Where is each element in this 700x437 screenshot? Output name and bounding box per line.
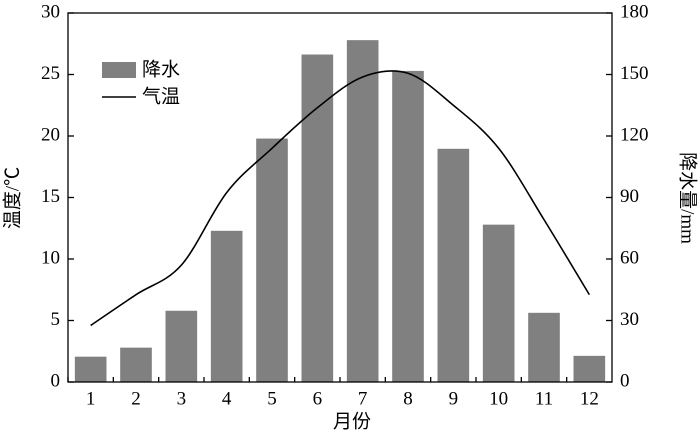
y-tick-label: 15 <box>41 186 60 207</box>
bar <box>300 53 335 383</box>
y-tick-label: 5 <box>51 309 61 330</box>
bar <box>527 311 561 383</box>
bar <box>481 223 516 383</box>
x-tick-label: 6 <box>313 388 323 409</box>
line <box>90 70 591 327</box>
x-axis-label: 月份 <box>333 410 371 432</box>
x-tick-label: 2 <box>131 388 141 409</box>
bar <box>345 39 380 383</box>
bar <box>391 69 425 383</box>
bar <box>436 147 471 383</box>
y-tick-label: 25 <box>41 63 60 84</box>
x-tick-label: 1 <box>86 388 96 409</box>
x-tick-label: 5 <box>267 388 277 409</box>
bar <box>209 229 244 383</box>
y2-axis-label: 降水量/mm <box>677 152 699 244</box>
bar <box>73 355 108 383</box>
bar <box>164 309 199 383</box>
y-tick-label: 0 <box>51 370 61 391</box>
bar <box>255 137 289 383</box>
legend-label: 气温 <box>142 86 180 108</box>
x-tick-label: 11 <box>535 388 553 409</box>
legend-label: 降水 <box>142 59 180 81</box>
y2-tick-label: 180 <box>620 1 649 22</box>
x-tick-label: 3 <box>177 388 187 409</box>
bar <box>119 346 153 383</box>
bar <box>572 354 607 383</box>
legend-swatch <box>102 62 136 78</box>
x-tick-label: 10 <box>489 388 508 409</box>
x-tick-label: 12 <box>580 388 599 409</box>
y2-tick-label: 90 <box>620 186 639 207</box>
y2-tick-label: 30 <box>620 309 639 330</box>
y2-tick-label: 60 <box>620 247 639 268</box>
y-tick-label: 30 <box>41 1 60 22</box>
y-tick-label: 10 <box>41 247 60 268</box>
x-tick-label: 9 <box>449 388 459 409</box>
y2-tick-label: 150 <box>620 63 649 84</box>
y-tick-label: 20 <box>41 124 60 145</box>
y2-tick-label: 0 <box>620 370 630 391</box>
y2-tick-label: 120 <box>620 124 649 145</box>
y-axis-label: 温度/℃ <box>1 167 23 229</box>
x-tick-label: 7 <box>358 388 368 409</box>
x-tick-label: 4 <box>222 388 232 409</box>
x-tick-label: 8 <box>403 388 413 409</box>
